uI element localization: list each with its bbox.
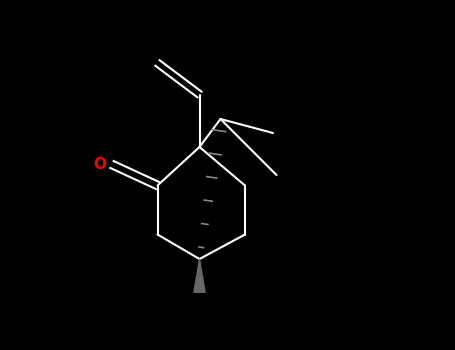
Text: O: O	[93, 157, 106, 172]
Polygon shape	[194, 259, 205, 292]
